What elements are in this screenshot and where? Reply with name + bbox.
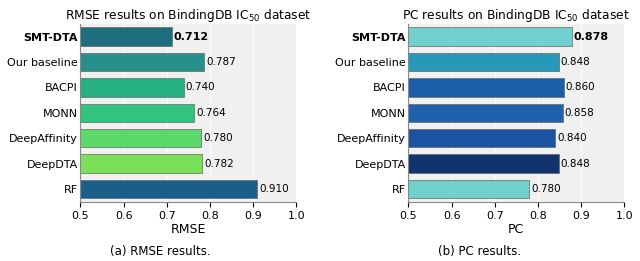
Text: 0.780: 0.780 xyxy=(531,184,561,194)
Bar xyxy=(0,53,204,71)
Text: 0.848: 0.848 xyxy=(561,159,590,169)
Bar xyxy=(0,78,184,97)
Text: 0.740: 0.740 xyxy=(186,82,216,92)
Bar xyxy=(193,180,529,198)
Text: 0.848: 0.848 xyxy=(561,57,590,67)
Bar xyxy=(0,155,202,173)
Text: 0.840: 0.840 xyxy=(557,133,586,143)
Title: RMSE results on BindingDB IC$_{50}$ dataset: RMSE results on BindingDB IC$_{50}$ data… xyxy=(65,7,312,24)
Text: 0.780: 0.780 xyxy=(203,133,233,143)
X-axis label: RMSE: RMSE xyxy=(171,223,206,236)
Text: 0.712: 0.712 xyxy=(173,32,209,42)
Bar xyxy=(0,129,202,147)
Bar xyxy=(193,78,564,97)
Bar xyxy=(0,27,172,46)
Text: 0.860: 0.860 xyxy=(566,82,595,92)
Text: (b) PC results.: (b) PC results. xyxy=(438,245,522,258)
Bar xyxy=(193,53,559,71)
Bar xyxy=(193,129,555,147)
Text: 0.787: 0.787 xyxy=(206,57,236,67)
Text: 0.878: 0.878 xyxy=(573,32,609,42)
Bar xyxy=(0,180,257,198)
Text: (a) RMSE results.: (a) RMSE results. xyxy=(109,245,211,258)
Bar xyxy=(0,104,195,122)
Bar xyxy=(193,104,563,122)
Text: 0.764: 0.764 xyxy=(196,108,226,118)
Text: 0.910: 0.910 xyxy=(259,184,289,194)
Title: PC results on BindingDB IC$_{50}$ dataset: PC results on BindingDB IC$_{50}$ datase… xyxy=(403,7,630,24)
X-axis label: PC: PC xyxy=(508,223,524,236)
Text: 0.782: 0.782 xyxy=(204,159,234,169)
Bar xyxy=(193,27,572,46)
Text: 0.858: 0.858 xyxy=(564,108,595,118)
Bar xyxy=(193,155,559,173)
